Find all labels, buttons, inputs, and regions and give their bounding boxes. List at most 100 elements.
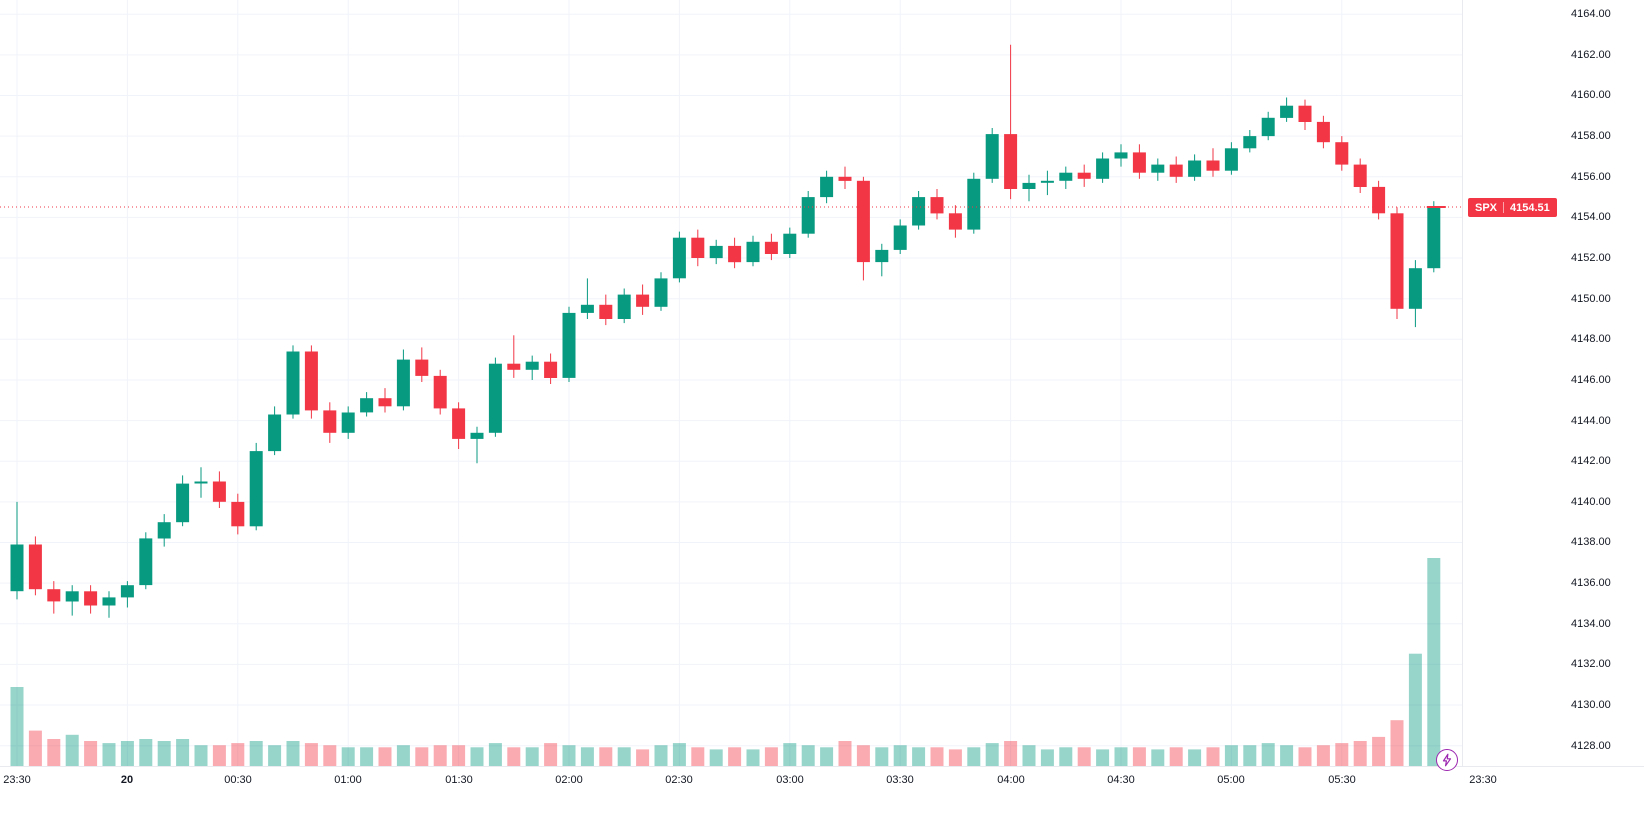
candle-body	[930, 197, 944, 214]
volume-bar	[764, 747, 778, 766]
candle-body	[1316, 121, 1330, 143]
price-tick-label: 4154.00	[1571, 211, 1611, 223]
candle-body	[1280, 105, 1294, 118]
time-tick-label: 02:30	[665, 774, 693, 786]
candle-body	[856, 180, 870, 263]
time-axis[interactable]: 23:30 23:30 20 00:30 01:00 01:30 02:00 02:30 03…	[0, 766, 1644, 838]
volume-bar	[10, 687, 24, 766]
price-chart-pane[interactable]	[0, 0, 1462, 766]
volume-bar	[967, 747, 981, 766]
candle-body	[783, 233, 797, 254]
realtime-bolt-button[interactable]	[1436, 749, 1458, 771]
volume-bar	[1206, 747, 1220, 766]
candle-body	[1169, 164, 1183, 177]
candle-body	[120, 585, 134, 598]
volume-bar	[728, 747, 742, 766]
volume-bar	[1353, 741, 1367, 766]
candle-body	[176, 483, 190, 523]
volume-bar	[801, 745, 815, 766]
price-tick-label: 4136.00	[1571, 577, 1611, 589]
volume-bar	[1077, 747, 1091, 766]
time-tick-label: 04:00	[997, 774, 1025, 786]
candle-body	[912, 197, 926, 226]
candle-body	[544, 361, 558, 378]
candle-body	[1151, 164, 1165, 173]
volume-bar	[1261, 743, 1275, 766]
price-tick-label: 4142.00	[1571, 455, 1611, 467]
volume-bar	[323, 745, 337, 766]
volume-bar	[1243, 745, 1257, 766]
candle-body	[396, 359, 410, 407]
candle-body	[875, 249, 889, 263]
candle-body	[65, 591, 79, 602]
candle-body	[599, 304, 613, 319]
time-tick-label: 05:00	[1217, 774, 1245, 786]
chart-main-row: SPX 4154.51 4164.00 4162.00 4160.00 4158.00…	[0, 0, 1644, 766]
time-tick-label: 02:00	[555, 774, 583, 786]
price-tick-label: 4134.00	[1571, 618, 1611, 630]
candle-body	[801, 197, 815, 234]
price-tick-label: 4160.00	[1571, 89, 1611, 101]
candle-body	[139, 538, 153, 586]
candle-body	[746, 241, 760, 263]
candle-body	[525, 361, 539, 370]
candle-body	[820, 176, 834, 198]
volume-bar	[157, 741, 171, 766]
candle-body	[1188, 160, 1202, 177]
candle-body	[323, 410, 337, 433]
volume-bar	[176, 739, 190, 766]
volume-bar	[415, 747, 429, 766]
volume-bar	[893, 745, 907, 766]
price-tick-label: 4138.00	[1571, 536, 1611, 548]
candle-body	[1114, 152, 1128, 159]
volume-bar	[691, 747, 705, 766]
time-tick-label: 05:30	[1328, 774, 1356, 786]
volume-bar	[139, 739, 153, 766]
last-price-tag: SPX 4154.51	[1468, 198, 1557, 217]
time-tick-label: 03:00	[776, 774, 804, 786]
candle-body	[452, 408, 466, 439]
candle-body	[1408, 268, 1422, 309]
candle-body	[433, 375, 447, 409]
volume-bar	[1298, 747, 1312, 766]
price-axis[interactable]: SPX 4154.51 4164.00 4162.00 4160.00 4158.00…	[1462, 0, 1644, 766]
candle-body	[1390, 213, 1404, 309]
candle-body	[1372, 186, 1386, 214]
candle-body	[728, 245, 742, 263]
volume-bar	[1280, 745, 1294, 766]
volume-bar	[1151, 749, 1165, 766]
volume-bar	[1096, 749, 1110, 766]
candle-body	[1353, 164, 1367, 187]
volume-bar	[636, 749, 650, 766]
time-tick-label: 23:30	[3, 774, 31, 786]
volume-bar	[507, 747, 521, 766]
volume-bar	[249, 741, 263, 766]
time-tick-label: 01:00	[334, 774, 362, 786]
candle-body	[967, 178, 981, 230]
volume-bar	[212, 745, 226, 766]
candle-body	[1206, 160, 1220, 171]
candle-body	[1224, 148, 1238, 171]
candle-body	[102, 597, 116, 606]
volume-bar	[875, 747, 889, 766]
price-tick-label: 4156.00	[1571, 171, 1611, 183]
volume-bar	[1004, 741, 1018, 766]
volume-bar	[912, 747, 926, 766]
candle-body	[304, 351, 318, 411]
candle-body	[1077, 172, 1091, 179]
candle-body	[1040, 180, 1054, 183]
volume-bar	[120, 741, 134, 766]
volume-bar	[1408, 653, 1422, 766]
candle-body	[470, 432, 484, 439]
volume-bar	[1040, 749, 1054, 766]
candle-body	[360, 398, 374, 413]
candle-body	[28, 544, 42, 590]
volume-bar	[268, 745, 282, 766]
volume-bar	[617, 747, 631, 766]
time-tick-label: 20	[120, 774, 134, 786]
volume-bar	[1427, 558, 1441, 766]
candle-body	[47, 589, 61, 602]
volume-bar	[65, 734, 79, 766]
price-tick-label: 4152.00	[1571, 252, 1611, 264]
volume-bar	[1316, 745, 1330, 766]
